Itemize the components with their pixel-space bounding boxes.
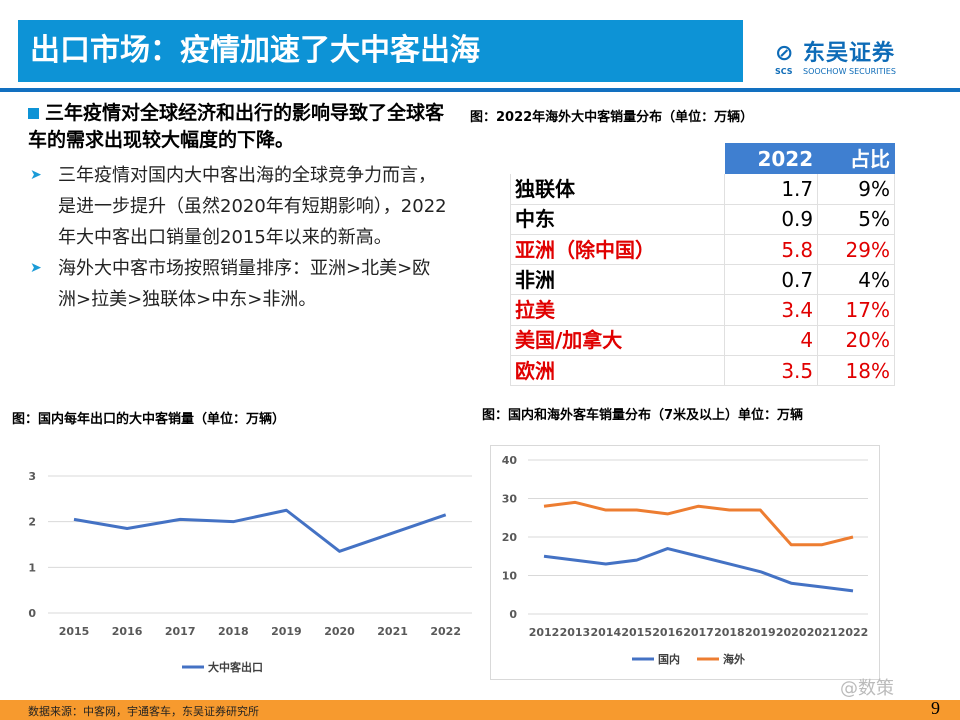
domestic-overseas-line-chart: 0 10 20 30 40 2012 2013 2014 2015 2016 2017 2018 201… — [502, 454, 869, 666]
x-tick-label: 2014 — [590, 626, 621, 639]
legend-label: 国内 — [658, 652, 680, 666]
title-bar: 出口市场：疫情加速了大中客出海 — [18, 20, 743, 82]
region-cell: 美国/加拿大 — [509, 324, 726, 357]
legend-label: 海外 — [723, 652, 745, 666]
table-row: 中东 0.9 5% — [509, 203, 895, 235]
y-tick-label: 0 — [28, 607, 36, 620]
table-row: 欧洲 3.5 18% — [509, 355, 895, 387]
header-cell: 占比 — [817, 142, 895, 175]
series-line-国内 — [543, 547, 854, 593]
export-line-chart: 0 1 2 3 2015 2016 2017 2018 2019 2020 2021 2022 大中客出… — [28, 470, 472, 674]
x-tick-label: 2017 — [683, 626, 714, 639]
logo-cn: 东吴证券 — [803, 41, 896, 66]
series-line-海外 — [543, 500, 854, 547]
chart1-caption: 图：国内每年出口的大中客销量（单位：万辆） — [12, 412, 286, 427]
share-cell: 18% — [817, 355, 895, 387]
lead-point: 三年疫情对全球经济和出行的影响导致了全球客车的需求出现较大幅度的下降。 — [28, 100, 448, 154]
source-note: 数据来源：中客网，宇通客车，东吴证券研究所 — [28, 705, 259, 718]
share-cell: 5% — [817, 203, 895, 235]
y-tick-label: 20 — [502, 531, 518, 544]
page-title: 出口市场：疫情加速了大中客出海 — [30, 33, 480, 68]
table-row: 拉美 3.4 17% — [509, 294, 895, 326]
share-cell: 9% — [817, 173, 895, 205]
y-tick-label: 0 — [509, 608, 517, 621]
page-number: 9 — [931, 698, 940, 718]
logo: ⊘ 东吴证券 SCS SOOCHOW SECURITIES — [775, 42, 925, 78]
y-tick-label: 30 — [502, 493, 518, 506]
x-tick-label: 2022 — [838, 626, 869, 639]
y-tick-label: 3 — [28, 470, 36, 483]
y-tick-label: 10 — [502, 570, 518, 583]
x-tick-label: 2015 — [621, 626, 652, 639]
value-cell: 3.5 — [724, 355, 819, 387]
region-cell: 拉美 — [509, 294, 726, 326]
x-tick-label: 2018 — [714, 626, 745, 639]
value-cell: 0.7 — [724, 264, 819, 296]
x-tick-label: 2022 — [430, 625, 461, 638]
x-tick-label: 2019 — [271, 625, 302, 638]
x-tick-label: 2016 — [112, 625, 143, 638]
header-cell — [509, 142, 726, 175]
chart2-caption: 图：国内和海外客车销量分布（7米及以上）单位：万辆 — [482, 408, 804, 423]
y-tick-label: 2 — [28, 516, 36, 529]
x-tick-label: 2019 — [745, 626, 776, 639]
header-divider — [0, 88, 960, 92]
region-cell: 独联体 — [509, 173, 726, 205]
table-row: 独联体 1.7 9% — [509, 173, 895, 205]
watermark: @数策 — [840, 678, 894, 699]
x-tick-label: 2017 — [165, 625, 196, 638]
value-cell: 3.4 — [724, 294, 819, 326]
table-row: 亚洲（除中国） 5.8 29% — [509, 233, 895, 266]
x-tick-label: 2021 — [377, 625, 408, 638]
table-caption: 图：2022年海外大中客销量分布（单位：万辆） — [470, 110, 754, 125]
x-tick-label: 2013 — [560, 626, 591, 639]
series-line-大中客出口 — [73, 508, 447, 553]
x-tick-label: 2020 — [776, 626, 807, 639]
region-cell: 欧洲 — [509, 355, 726, 387]
value-cell: 4 — [724, 324, 819, 357]
x-tick-label: 2018 — [218, 625, 249, 638]
value-cell: 5.8 — [724, 233, 819, 266]
region-cell: 亚洲（除中国） — [509, 233, 726, 266]
share-cell: 17% — [817, 294, 895, 326]
table-row: 美国/加拿大 4 20% — [509, 324, 895, 357]
table-header: 2022 占比 — [509, 142, 895, 175]
legend-label: 大中客出口 — [208, 660, 263, 674]
region-table: 2022 占比 独联体 1.7 9% 中东 0.9 5% 亚洲（除中国） 5.8 29% 非洲 0.7… — [509, 142, 895, 387]
y-tick-label: 40 — [502, 454, 518, 467]
table-row: 非洲 0.7 4% — [509, 264, 895, 296]
logo-mark-icon: ⊘ — [775, 41, 794, 66]
share-cell: 20% — [817, 324, 895, 357]
x-tick-label: 2021 — [807, 626, 838, 639]
square-bullet-icon — [28, 108, 39, 119]
x-tick-label: 2020 — [324, 625, 355, 638]
lead-text: 三年疫情对全球经济和出行的影响导致了全球客车的需求出现较大幅度的下降。 — [28, 102, 445, 151]
arrow-bullet-icon: ➤ — [30, 260, 42, 276]
logo-en: SOOCHOW SECURITIES — [803, 67, 896, 76]
bullet-list: ➤ 三年疫情对国内大中客出海的全球竞争力而言，是进一步提升（虽然2020年有短期影… — [28, 160, 448, 315]
share-cell: 29% — [817, 233, 895, 266]
region-cell: 非洲 — [509, 264, 726, 296]
region-cell: 中东 — [509, 203, 726, 235]
bullet-item: ➤ 海外大中客市场按照销量排序：亚洲>北美>欧洲>拉美>独联体>中东>非洲。 — [28, 253, 448, 315]
x-tick-label: 2016 — [652, 626, 683, 639]
chart2-frame — [490, 445, 880, 680]
value-cell: 0.9 — [724, 203, 819, 235]
share-cell: 4% — [817, 264, 895, 296]
bullet-text: 海外大中客市场按照销量排序：亚洲>北美>欧洲>拉美>独联体>中东>非洲。 — [58, 258, 431, 310]
logo-abbr: SCS — [775, 67, 793, 76]
y-tick-label: 1 — [28, 561, 36, 574]
x-tick-label: 2015 — [59, 625, 90, 638]
bullet-text: 三年疫情对国内大中客出海的全球竞争力而言，是进一步提升（虽然2020年有短期影响… — [58, 165, 447, 248]
bullet-item: ➤ 三年疫情对国内大中客出海的全球竞争力而言，是进一步提升（虽然2020年有短期影… — [28, 160, 448, 253]
header-cell: 2022 — [724, 142, 819, 175]
value-cell: 1.7 — [724, 173, 819, 205]
arrow-bullet-icon: ➤ — [30, 167, 42, 183]
footer-bar: 数据来源：中客网，宇通客车，东吴证券研究所 — [0, 700, 960, 720]
x-tick-label: 2012 — [529, 626, 560, 639]
